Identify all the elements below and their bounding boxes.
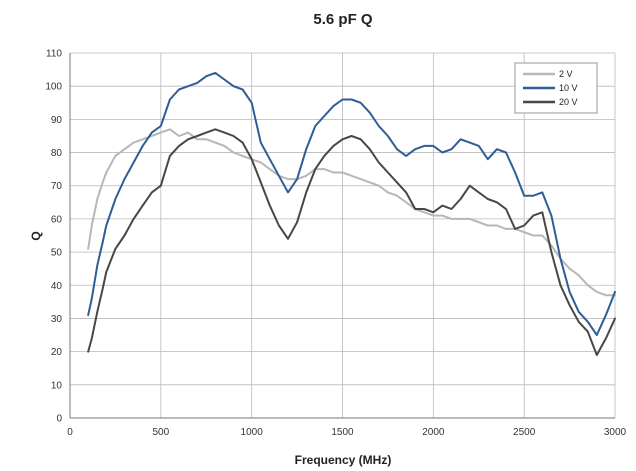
y-tick-label: 20 [51, 347, 63, 358]
grid-layer [70, 52, 616, 418]
y-tick-label: 100 [45, 82, 62, 93]
chart-title: 5.6 pF Q [313, 11, 373, 28]
legend-label: 2 V [559, 69, 573, 79]
y-tick-label: 90 [51, 115, 63, 126]
x-tick-label: 2500 [513, 427, 536, 438]
x-axis-label: Frequency (MHz) [295, 453, 392, 467]
y-tick-label: 0 [56, 414, 62, 425]
legend-label: 10 V [559, 83, 578, 93]
y-tick-label: 40 [51, 281, 63, 292]
y-tick-label: 30 [51, 314, 63, 325]
series-line-20v [87, 128, 616, 356]
y-tick-label: 60 [51, 214, 63, 225]
x-tick-label: 500 [152, 427, 169, 438]
x-tick-label: 2000 [422, 427, 445, 438]
x-tick-label: 1000 [241, 427, 264, 438]
y-tick-label: 70 [51, 181, 63, 192]
y-axis-label: Q [29, 231, 43, 240]
series-line-2v [87, 128, 616, 297]
x-tick-label: 3000 [604, 427, 627, 438]
legend-label: 20 V [559, 97, 578, 107]
x-tick-label: 1500 [331, 427, 354, 438]
legend: 2 V 10 V 20 V [514, 62, 598, 114]
y-tick-label: 110 [46, 49, 62, 60]
series-line-10v [87, 71, 616, 336]
y-tick-label: 80 [51, 148, 63, 159]
y-tick-label: 10 [51, 380, 63, 391]
axis-layer: 0 10 20 30 40 50 60 70 80 90 100 110 0 500 1000 1500 200… [45, 49, 626, 439]
series-layer [87, 71, 616, 356]
y-tick-label: 50 [51, 248, 63, 259]
x-tick-label: 0 [67, 427, 73, 438]
